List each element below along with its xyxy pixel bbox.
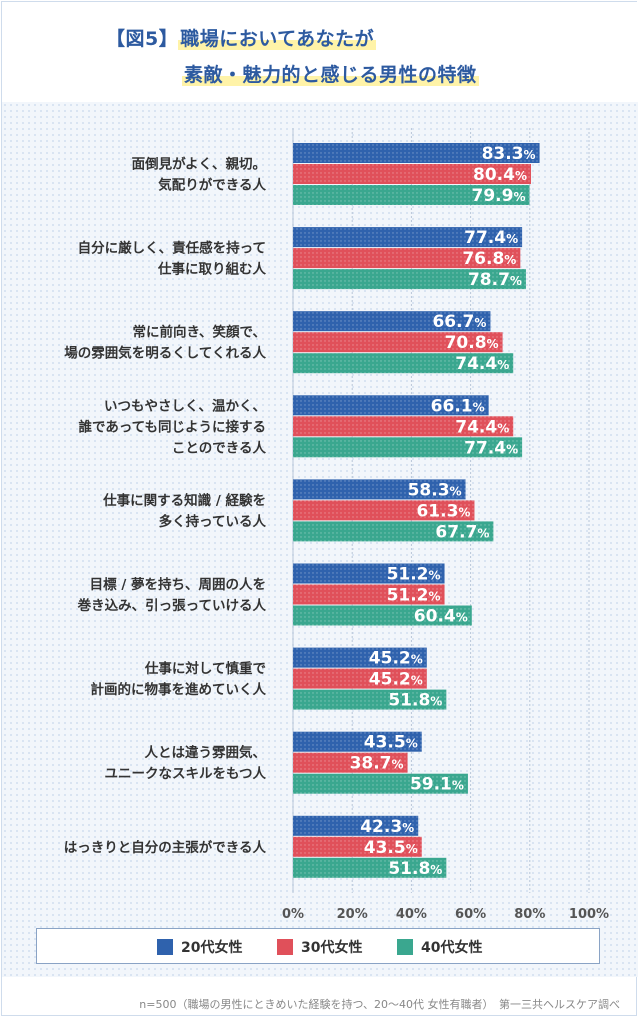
category-label: 場の雰囲気を明るくしてくれる人 <box>64 345 266 362</box>
legend-label-20s: 20代女性 <box>181 940 243 956</box>
bar-texture <box>293 521 494 542</box>
bar-texture <box>293 311 491 332</box>
category-label: 仕事に対して慎重で <box>144 660 266 677</box>
data-label: 79.9% <box>472 186 526 206</box>
category-label: はっきりと自分の主張ができる人 <box>64 839 267 856</box>
data-label: 43.5% <box>364 838 418 858</box>
data-label: 60.4% <box>414 607 468 627</box>
legend-label-30s: 30代女性 <box>301 940 363 956</box>
footer-note: n=500（職場の男性にときめいた経験を持つ、20〜40代 女性有職者） 第一三… <box>139 998 620 1011</box>
data-label: 80.4% <box>473 165 527 185</box>
bar-texture <box>293 437 523 458</box>
legend-item-20s: 20代女性 <box>157 937 242 957</box>
category-label: 多く持っている人 <box>159 513 267 530</box>
bar-texture <box>293 269 526 290</box>
x-tick-label: 0% <box>282 907 304 922</box>
bar-texture <box>293 353 514 374</box>
bar-texture <box>293 185 530 205</box>
legend-swatch-20s <box>157 939 173 955</box>
bar-texture <box>293 164 531 184</box>
category-label: ユニークなスキルをもつ人 <box>105 766 267 782</box>
data-label: 38.7% <box>350 754 404 774</box>
data-label: 42.3% <box>360 817 414 837</box>
x-tick-label: 80% <box>514 907 545 922</box>
category-label: 仕事に関する知識 / 経験を <box>102 492 266 509</box>
figure-tag: 【図5】 <box>106 28 179 50</box>
bar-texture <box>293 563 445 584</box>
x-tick-label: 40% <box>396 907 427 922</box>
category-label: 計画的に物事を進めていく人 <box>91 681 267 698</box>
chart-title-line1: 【図5】 職場においてあなたが <box>106 24 377 51</box>
data-label: 78.7% <box>468 270 522 290</box>
bar-texture <box>293 647 427 668</box>
bar-texture <box>293 227 523 248</box>
legend-item-40s: 40代女性 <box>397 937 482 957</box>
category-label: 人とは違う雰囲気、 <box>145 744 267 761</box>
legend: 20代女性 30代女性 40代女性 <box>36 928 600 964</box>
bar-texture <box>293 773 468 794</box>
bar-texture <box>293 752 408 773</box>
legend-item-30s: 30代女性 <box>277 937 362 957</box>
bar-texture <box>293 395 489 416</box>
bar-texture <box>293 248 521 269</box>
bar-texture <box>293 584 445 605</box>
category-label: 仕事に取り組む人 <box>157 261 266 278</box>
category-label: 自分に厳しく、責任感を持って <box>78 240 266 257</box>
bar-texture <box>293 815 419 836</box>
data-label: 45.2% <box>369 670 423 690</box>
data-label: 45.2% <box>369 649 423 669</box>
category-label: 常に前向き、笑顔で、 <box>132 324 266 341</box>
data-label: 59.1% <box>410 775 464 795</box>
bar-texture <box>293 332 503 353</box>
legend-swatch-30s <box>277 939 293 955</box>
title-text-line1: 職場においてあなたが <box>178 28 377 50</box>
data-label: 51.8% <box>388 691 442 711</box>
data-label: 77.4% <box>464 228 518 248</box>
chart-title-line2: 素敵・魅力的と感じる男性の特徴 <box>182 60 479 87</box>
bar-texture <box>293 143 540 163</box>
category-label: 気配りができる人 <box>158 177 266 194</box>
bar-texture <box>293 605 472 626</box>
bar-texture <box>293 836 422 857</box>
bar-texture <box>293 731 422 752</box>
legend-swatch-40s <box>397 939 413 955</box>
data-label: 74.4% <box>455 417 509 437</box>
title-text-line2: 素敵・魅力的と感じる男性の特徴 <box>182 64 479 86</box>
category-label: ことのできる人 <box>172 440 267 456</box>
bar-texture <box>293 479 466 500</box>
bar-texture <box>293 668 427 689</box>
data-label: 76.8% <box>462 249 516 269</box>
bar-texture <box>293 416 514 437</box>
bar-texture <box>293 500 475 521</box>
data-label: 51.2% <box>387 565 441 585</box>
category-label: 目標 / 夢を持ち、周囲の人を <box>90 576 266 593</box>
data-label: 61.3% <box>416 501 470 521</box>
data-label: 67.7% <box>435 522 489 542</box>
data-label: 43.5% <box>364 733 418 753</box>
category-label: 面倒見がよく、親切。 <box>132 156 266 173</box>
category-label: いつもやさしく、温かく、 <box>104 398 266 414</box>
bar-texture <box>293 689 447 710</box>
x-tick-label: 60% <box>455 907 486 922</box>
bar-texture <box>293 857 447 878</box>
category-label: 巻き込み、引っ張っていける人 <box>78 597 267 614</box>
x-tick-label: 20% <box>337 907 368 922</box>
data-label: 51.2% <box>387 586 441 606</box>
category-label: 誰であっても同じように接する <box>78 418 266 435</box>
data-label: 74.4% <box>455 354 509 374</box>
data-label: 66.7% <box>432 312 486 332</box>
data-label: 70.8% <box>445 333 499 353</box>
header: 【図5】 職場においてあなたが 素敵・魅力的と感じる男性の特徴 <box>2 2 638 102</box>
data-label: 77.4% <box>464 438 518 458</box>
x-tick-label: 100% <box>569 907 609 922</box>
data-label: 51.8% <box>388 859 442 879</box>
data-label: 66.1% <box>431 396 485 416</box>
legend-label-40s: 40代女性 <box>421 940 483 956</box>
data-label: 83.3% <box>482 144 536 164</box>
data-label: 58.3% <box>408 480 462 500</box>
